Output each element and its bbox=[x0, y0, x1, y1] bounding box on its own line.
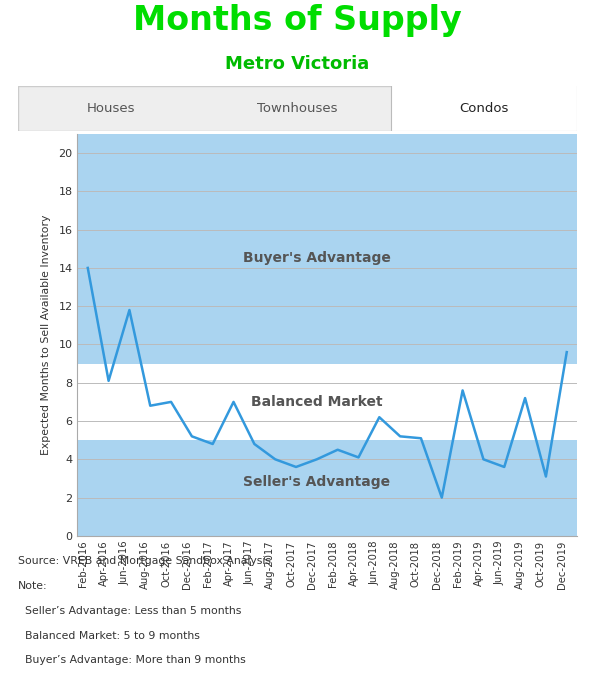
Text: Note:: Note: bbox=[18, 581, 48, 591]
Text: Buyer’s Advantage: More than 9 months: Buyer’s Advantage: More than 9 months bbox=[18, 655, 246, 665]
Bar bbox=[77, 440, 577, 536]
Bar bbox=[391, 84, 577, 131]
Text: Balanced Market: Balanced Market bbox=[251, 395, 383, 409]
Text: Seller's Advantage: Seller's Advantage bbox=[243, 475, 390, 489]
Y-axis label: Expected Months to Sell Available Inventory: Expected Months to Sell Available Invent… bbox=[42, 215, 51, 455]
Text: Townhouses: Townhouses bbox=[257, 102, 338, 115]
Text: Metro Victoria: Metro Victoria bbox=[226, 55, 369, 74]
Bar bbox=[77, 115, 577, 363]
Text: Buyer's Advantage: Buyer's Advantage bbox=[243, 251, 391, 265]
Text: Source: VREB and Mortgage Sandbox Analysis: Source: VREB and Mortgage Sandbox Analys… bbox=[18, 556, 271, 566]
Text: Months of Supply: Months of Supply bbox=[133, 4, 462, 37]
Text: Seller’s Advantage: Less than 5 months: Seller’s Advantage: Less than 5 months bbox=[18, 606, 241, 616]
Text: Balanced Market: 5 to 9 months: Balanced Market: 5 to 9 months bbox=[18, 631, 200, 640]
Text: Condos: Condos bbox=[459, 102, 509, 115]
Bar bbox=[77, 363, 577, 440]
Text: Houses: Houses bbox=[87, 102, 135, 115]
